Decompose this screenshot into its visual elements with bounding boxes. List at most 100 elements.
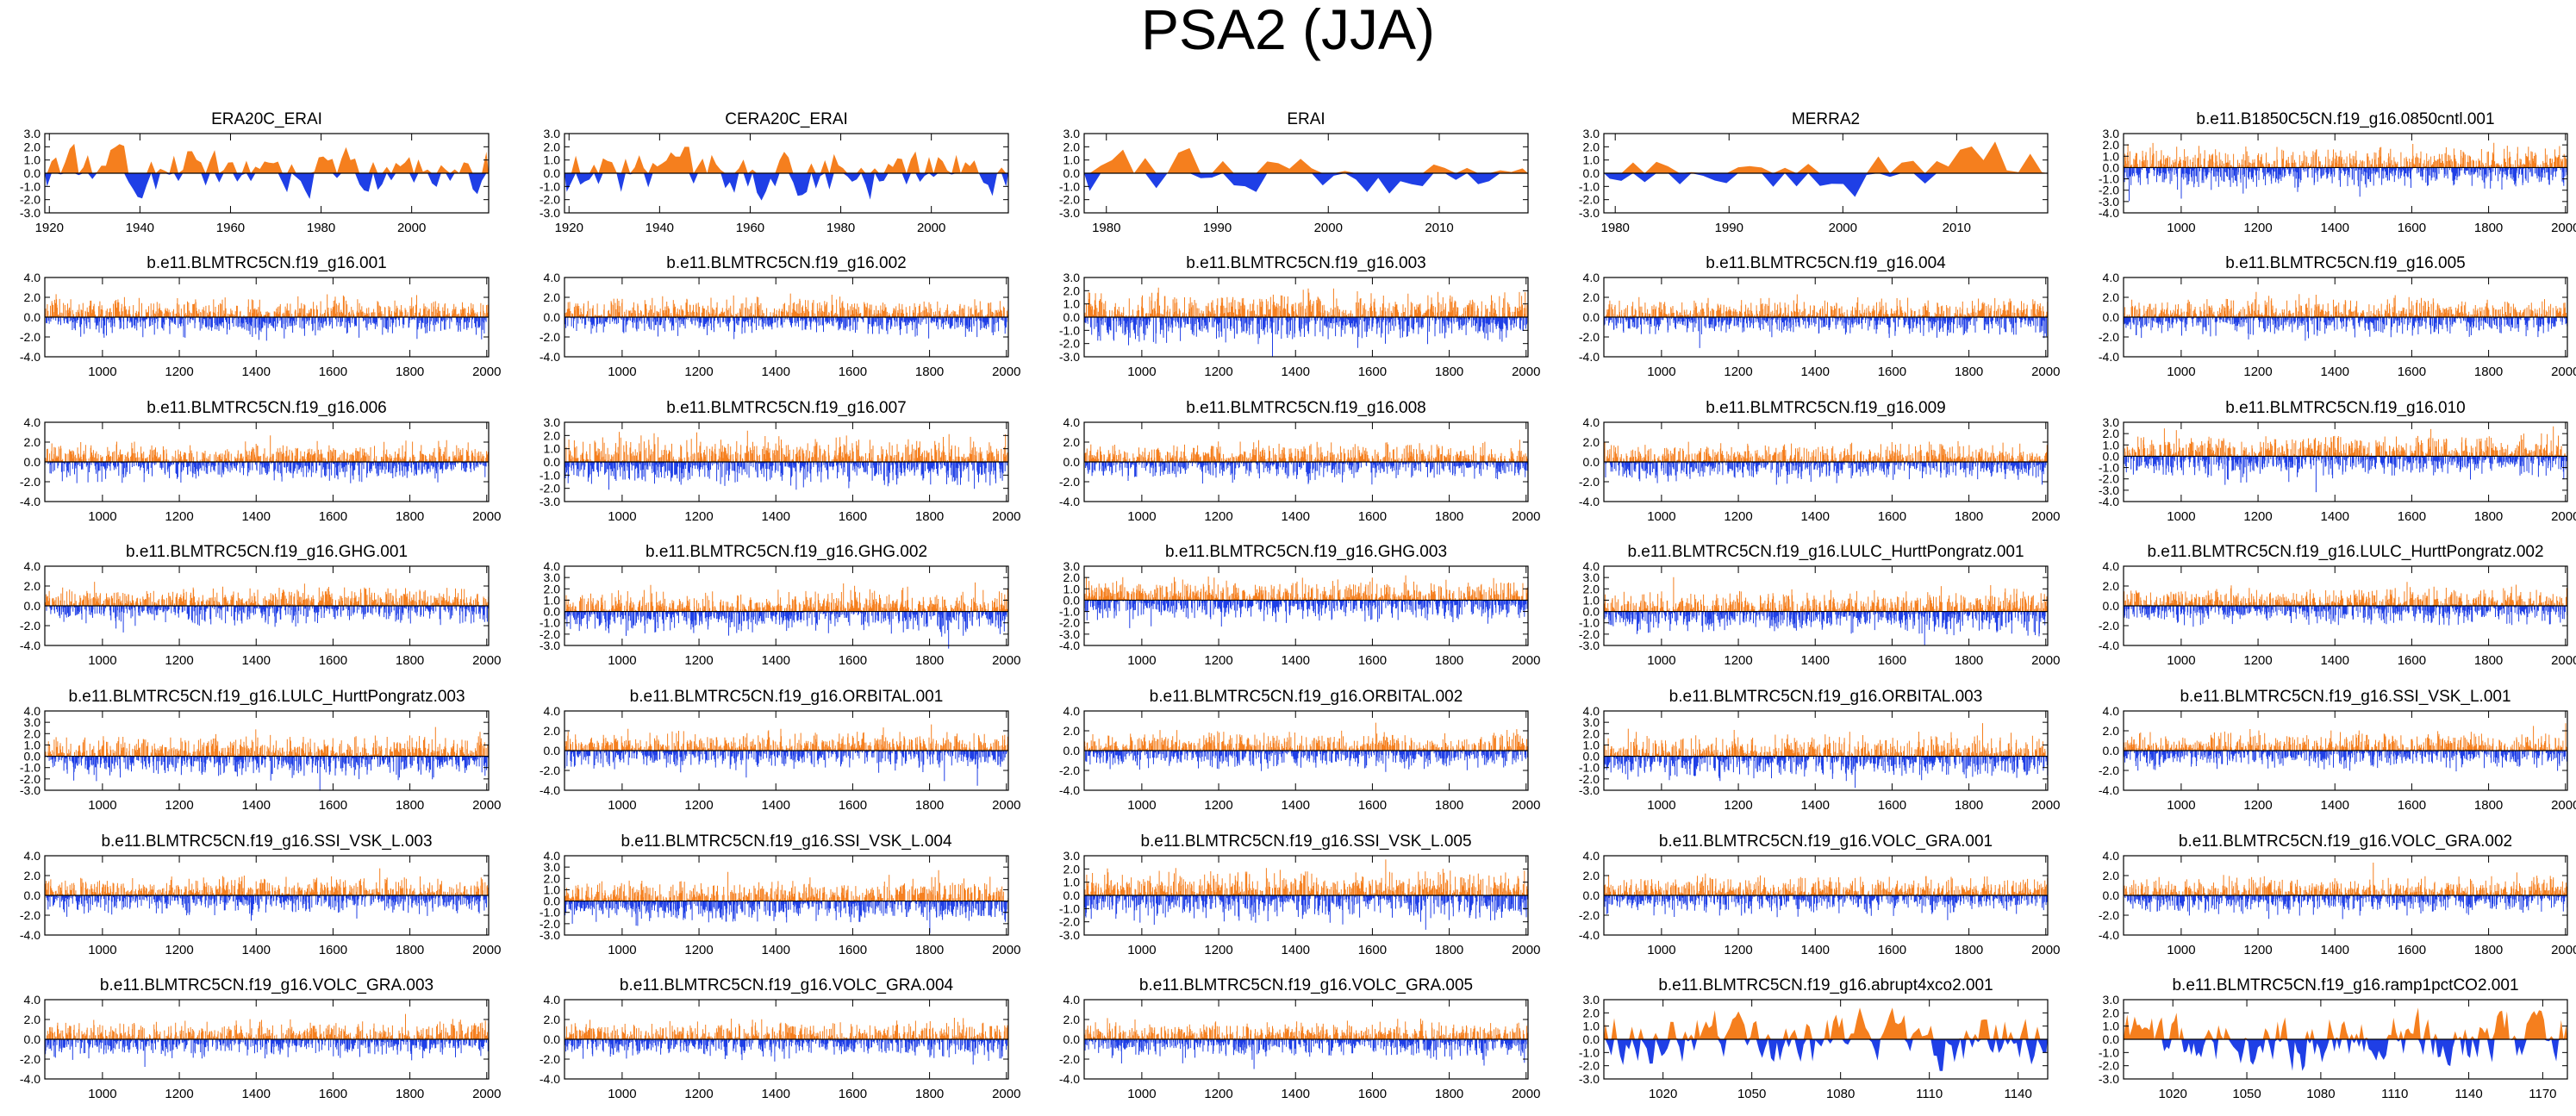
y-tick-label: 0.0 (544, 895, 561, 908)
panel-title: b.e11.BLMTRC5CN.f19_g16.VOLC_GRA.002 (2179, 832, 2512, 851)
y-tick-label: 0.0 (24, 750, 41, 764)
y-tick-label: 4.0 (544, 993, 561, 1007)
positive-bars (1083, 287, 1528, 317)
y-tick-label: 4.0 (1063, 993, 1081, 1007)
x-tick-label: 1200 (2243, 221, 2272, 235)
y-tick-label: -4.0 (540, 783, 560, 797)
y-tick-label: -1.0 (1579, 1045, 1600, 1059)
x-tick-label: 1400 (1282, 509, 1310, 524)
y-tick-label: -3.0 (1579, 206, 1600, 220)
y-tick-label: -2.0 (20, 619, 41, 633)
x-tick-label: 1000 (608, 798, 636, 813)
y-tick-label: -2.0 (20, 1052, 41, 1066)
x-tick-label: 1080 (1826, 1087, 1855, 1101)
x-tick-label: 1600 (2398, 943, 2426, 957)
x-tick-label: 1170 (2529, 1087, 2556, 1101)
x-tick-label: 1000 (1647, 365, 1675, 379)
negative-bars (1604, 756, 2049, 789)
chart-panel: b.e11.BLMTRC5CN.f19_g16.GHG.001 4.0 2.0 0.0… (20, 543, 502, 668)
y-tick-label: 0.0 (1583, 750, 1600, 764)
x-tick-label: 1000 (2167, 509, 2195, 524)
y-tick-label: -1.0 (1579, 179, 1600, 193)
y-tick-label: -1.0 (1579, 761, 1600, 775)
x-tick-label: 2010 (1425, 221, 1453, 235)
x-tick-label: 1800 (396, 653, 424, 668)
chart-panel: b.e11.BLMTRC5CN.f19_g16.LULC_HurttPongra… (20, 688, 502, 813)
y-tick-label: -4.0 (20, 495, 41, 508)
y-tick-label: 0.0 (544, 1032, 561, 1046)
negative-bars (1084, 317, 1529, 357)
y-tick-label: -4.0 (20, 1072, 41, 1086)
x-tick-label: 1200 (1204, 798, 1232, 813)
x-tick-label: 1110 (1916, 1087, 1943, 1101)
x-tick-label: 1400 (2321, 798, 2349, 813)
x-tick-label: 1800 (396, 798, 424, 813)
y-tick-label: -4.0 (1579, 928, 1600, 942)
y-tick-label: -3.0 (1579, 639, 1600, 652)
y-tick-label: 0.0 (544, 166, 561, 180)
x-tick-label: 2000 (992, 798, 1020, 813)
negative-bars (2123, 751, 2568, 772)
y-tick-label: -2.0 (540, 627, 560, 641)
y-tick-label: -1.0 (2099, 1045, 2119, 1059)
x-tick-label: 1200 (684, 1087, 713, 1101)
y-tick-label: 0.0 (1063, 455, 1081, 469)
y-tick-label: 2.0 (1063, 140, 1081, 153)
x-tick-label: 1600 (319, 509, 347, 524)
y-tick-label: 2.0 (1583, 435, 1600, 449)
y-tick-label: -3.0 (2099, 195, 2119, 209)
positive-bars (1084, 859, 1529, 895)
chart-panel: b.e11.BLMTRC5CN.f19_g16.VOLC_GRA.003 4.0 2… (20, 976, 502, 1101)
plot-frame (2123, 421, 2568, 502)
y-tick-label: -3.0 (540, 206, 560, 220)
x-tick-label: 1200 (1724, 653, 1752, 668)
positive-area (2124, 1007, 2567, 1039)
y-tick-label: 3.0 (1583, 127, 1600, 140)
y-tick-label: -1.0 (2099, 172, 2119, 186)
x-tick-label: 1000 (1127, 653, 1156, 668)
positive-area (1084, 147, 1528, 173)
x-tick-label: 1200 (2243, 798, 2272, 813)
y-tick-label: 0.0 (1583, 888, 1600, 902)
y-tick-label: 2.0 (1583, 726, 1600, 740)
panel-title: b.e11.BLMTRC5CN.f19_g16.004 (1706, 254, 1946, 272)
y-tick-label: -2.0 (2099, 330, 2119, 344)
y-tick-label: 2.0 (24, 140, 41, 153)
x-tick-label: 1000 (1647, 943, 1675, 957)
y-tick-label: -3.0 (540, 495, 560, 508)
x-tick-label: 1000 (2167, 943, 2195, 957)
x-tick-label: 2000 (2031, 798, 2060, 813)
y-tick-label: 1.0 (24, 738, 41, 751)
positive-bars (2123, 142, 2568, 168)
y-tick-label: 0.0 (1583, 1032, 1600, 1046)
y-tick-label: 0.0 (24, 599, 41, 613)
x-tick-label: 2000 (2551, 798, 2576, 813)
panel-title: b.e11.BLMTRC5CN.f19_g16.LULC_HurttPongra… (1627, 543, 2024, 561)
x-tick-label: 2000 (992, 365, 1020, 379)
y-tick-label: 2.0 (1583, 869, 1600, 882)
x-tick-label: 1600 (1878, 509, 1906, 524)
negative-bars (1085, 462, 1529, 485)
x-tick-label: 1940 (126, 221, 154, 235)
x-tick-label: 1600 (1878, 943, 1906, 957)
negative-bars (2124, 317, 2568, 341)
y-tick-label: 4.0 (2103, 704, 2120, 718)
positive-bars (1084, 575, 1529, 601)
x-tick-label: 1800 (915, 365, 944, 379)
x-tick-label: 1600 (1358, 1087, 1387, 1101)
positive-area (45, 143, 489, 173)
x-tick-label: 2000 (2031, 365, 2060, 379)
chart-panel: b.e11.BLMTRC5CN.f19_g16.002 4.0 2.0 0.0 -2.0… (540, 254, 1021, 379)
x-tick-label: 2000 (472, 653, 501, 668)
plot-frame (2123, 133, 2568, 214)
x-tick-label: 1600 (319, 653, 347, 668)
positive-bars (44, 582, 490, 606)
positive-bars (2123, 863, 2567, 895)
negative-bars (46, 606, 489, 633)
negative-bars (46, 317, 487, 341)
y-tick-label: 4.0 (2103, 559, 2120, 573)
y-tick-label: 3.0 (1063, 559, 1081, 573)
y-tick-label: 2.0 (544, 140, 561, 153)
